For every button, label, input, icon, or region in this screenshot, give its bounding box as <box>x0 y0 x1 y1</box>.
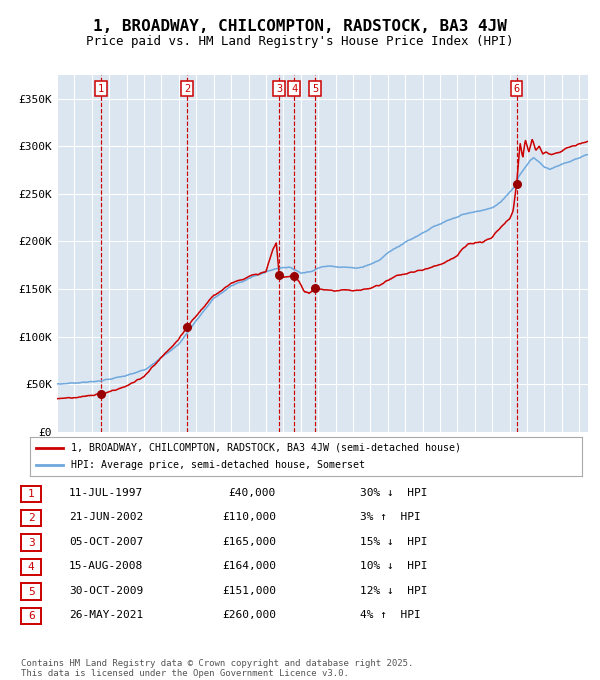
Text: 6: 6 <box>28 611 35 621</box>
Text: £110,000: £110,000 <box>222 513 276 522</box>
Text: 1, BROADWAY, CHILCOMPTON, RADSTOCK, BA3 4JW (semi-detached house): 1, BROADWAY, CHILCOMPTON, RADSTOCK, BA3 … <box>71 443 461 453</box>
Text: 2: 2 <box>184 84 190 94</box>
Text: £260,000: £260,000 <box>222 611 276 620</box>
Text: 11-JUL-1997: 11-JUL-1997 <box>69 488 143 498</box>
Text: 30-OCT-2009: 30-OCT-2009 <box>69 586 143 596</box>
Text: 4: 4 <box>28 562 35 572</box>
Text: £40,000: £40,000 <box>229 488 276 498</box>
Text: 05-OCT-2007: 05-OCT-2007 <box>69 537 143 547</box>
Text: 3: 3 <box>276 84 282 94</box>
Text: 30% ↓  HPI: 30% ↓ HPI <box>360 488 427 498</box>
Text: 2: 2 <box>28 513 35 523</box>
Text: 4% ↑  HPI: 4% ↑ HPI <box>360 611 421 620</box>
Text: £165,000: £165,000 <box>222 537 276 547</box>
Text: 4: 4 <box>291 84 297 94</box>
Text: 21-JUN-2002: 21-JUN-2002 <box>69 513 143 522</box>
Text: £151,000: £151,000 <box>222 586 276 596</box>
Text: 3: 3 <box>28 538 35 547</box>
Text: 15-AUG-2008: 15-AUG-2008 <box>69 562 143 571</box>
Text: 5: 5 <box>312 84 319 94</box>
Text: 1: 1 <box>98 84 104 94</box>
Text: 1: 1 <box>28 489 35 498</box>
Text: HPI: Average price, semi-detached house, Somerset: HPI: Average price, semi-detached house,… <box>71 460 365 470</box>
Text: 3% ↑  HPI: 3% ↑ HPI <box>360 513 421 522</box>
Text: 5: 5 <box>28 587 35 596</box>
Text: 6: 6 <box>514 84 520 94</box>
Text: 26-MAY-2021: 26-MAY-2021 <box>69 611 143 620</box>
Text: 15% ↓  HPI: 15% ↓ HPI <box>360 537 427 547</box>
Text: 10% ↓  HPI: 10% ↓ HPI <box>360 562 427 571</box>
Text: 12% ↓  HPI: 12% ↓ HPI <box>360 586 427 596</box>
Text: 1, BROADWAY, CHILCOMPTON, RADSTOCK, BA3 4JW: 1, BROADWAY, CHILCOMPTON, RADSTOCK, BA3 … <box>93 19 507 34</box>
Text: Price paid vs. HM Land Registry's House Price Index (HPI): Price paid vs. HM Land Registry's House … <box>86 35 514 48</box>
Text: Contains HM Land Registry data © Crown copyright and database right 2025.
This d: Contains HM Land Registry data © Crown c… <box>21 658 413 678</box>
Text: £164,000: £164,000 <box>222 562 276 571</box>
